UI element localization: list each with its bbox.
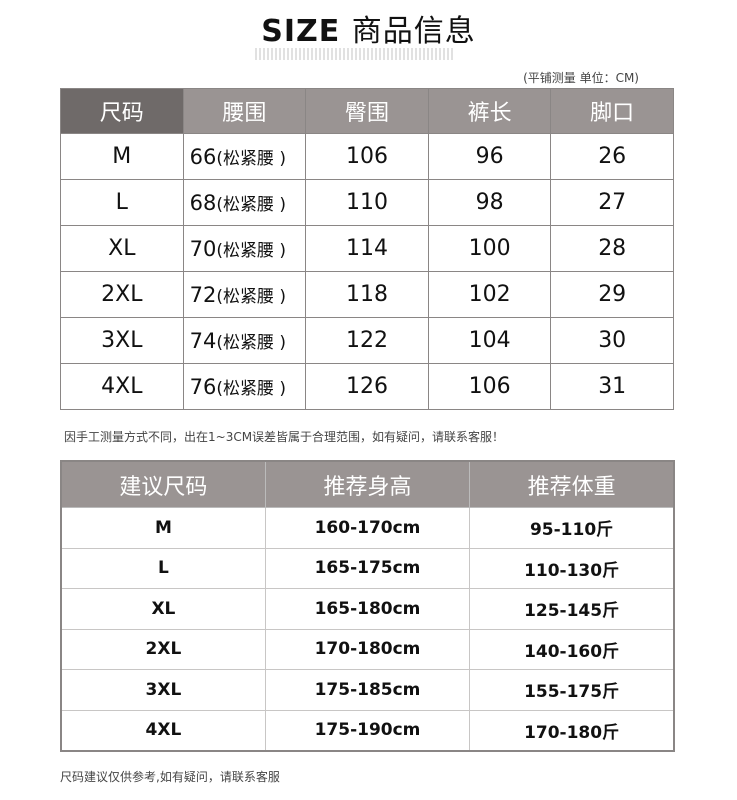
- value-cell: 104: [427, 317, 552, 364]
- table-row: 2XL 170-180cm 140-160斤: [60, 628, 675, 670]
- column-header: 推荐身高: [264, 460, 471, 508]
- waist-note: (松紧腰 ): [216, 195, 286, 215]
- waist-note: (松紧腰 ): [216, 149, 286, 169]
- waist-note: (松紧腰 ): [216, 333, 286, 353]
- value-cell: 3XL: [60, 669, 266, 711]
- value-cell: XL: [60, 588, 266, 630]
- value-cell: 110-130斤: [469, 547, 675, 589]
- waist-cell: 68(松紧腰 ): [182, 179, 307, 226]
- value-cell: L: [60, 547, 266, 589]
- value-cell: 125-145斤: [469, 588, 675, 630]
- value-cell: 114: [305, 225, 429, 272]
- size-cell: XL: [60, 225, 184, 272]
- value-cell: 96: [427, 133, 552, 180]
- page-title: SIZE 商品信息: [0, 6, 737, 50]
- waist-cell: 66(松紧腰 ): [182, 133, 307, 180]
- value-cell: 175-185cm: [264, 669, 471, 711]
- column-header: 推荐体重: [469, 460, 675, 508]
- value-cell: 26: [550, 133, 674, 180]
- waist-value: 70: [189, 237, 217, 261]
- table-row: M 66(松紧腰 ) 106 96 26: [60, 133, 674, 180]
- table-row: XL 70(松紧腰 ) 114 100 28: [60, 225, 674, 272]
- table-row: L 165-175cm 110-130斤: [60, 547, 675, 589]
- waist-note: (松紧腰 ): [216, 241, 286, 261]
- value-cell: 126: [305, 363, 429, 410]
- value-cell: 118: [305, 271, 429, 318]
- waist-value: 66: [189, 145, 217, 169]
- table-row: M 160-170cm 95-110斤: [60, 507, 675, 549]
- table-row: 4XL 175-190cm 170-180斤: [60, 709, 675, 752]
- column-header: 尺码: [60, 88, 184, 134]
- value-cell: 95-110斤: [469, 507, 675, 549]
- value-cell: 2XL: [60, 628, 266, 670]
- value-cell: 160-170cm: [264, 507, 471, 549]
- value-cell: 170-180斤: [469, 709, 675, 752]
- waist-value: 76: [189, 375, 217, 399]
- value-cell: 27: [550, 179, 674, 226]
- table-row: L 68(松紧腰 ) 110 98 27: [60, 179, 674, 226]
- size-cell: 4XL: [60, 363, 184, 410]
- value-cell: 31: [550, 363, 674, 410]
- value-cell: 110: [305, 179, 429, 226]
- waist-value: 74: [189, 329, 217, 353]
- column-header: 腰围: [182, 88, 307, 134]
- waist-cell: 74(松紧腰 ): [182, 317, 307, 364]
- waist-cell: 72(松紧腰 ): [182, 271, 307, 318]
- decorative-text: [255, 48, 455, 60]
- title-en: SIZE: [261, 14, 341, 49]
- measure-note: 因手工测量方式不同，出在1~3CM误差皆属于合理范围，如有疑问，请联系客服！: [64, 430, 505, 444]
- value-cell: 122: [305, 317, 429, 364]
- value-cell: 29: [550, 271, 674, 318]
- value-cell: 100: [427, 225, 552, 272]
- column-header: 臀围: [305, 88, 429, 134]
- value-cell: 155-175斤: [469, 669, 675, 711]
- value-cell: 28: [550, 225, 674, 272]
- value-cell: 170-180cm: [264, 628, 471, 670]
- value-cell: 165-175cm: [264, 547, 471, 589]
- size-cell: 2XL: [60, 271, 184, 318]
- size-table: 尺码 腰围 臀围 裤长 脚口 M 66(松紧腰 ) 106 96 26 L 68(松紧腰 ) 110 98…: [60, 88, 674, 410]
- waist-value: 72: [189, 283, 217, 307]
- unit-note: (平铺测量 单位：CM): [523, 71, 639, 85]
- value-cell: 106: [427, 363, 552, 410]
- value-cell: 165-180cm: [264, 588, 471, 630]
- waist-value: 68: [189, 191, 217, 215]
- recommend-table: 建议尺码 推荐身高 推荐体重 M 160-170cm 95-110斤 L 165-175cm 1…: [60, 460, 675, 752]
- value-cell: 106: [305, 133, 429, 180]
- value-cell: 98: [427, 179, 552, 226]
- size-cell: 3XL: [60, 317, 184, 364]
- size-cell: L: [60, 179, 184, 226]
- size-cell: M: [60, 133, 184, 180]
- column-header: 脚口: [550, 88, 674, 134]
- column-header: 建议尺码: [60, 460, 266, 508]
- footer-note: 尺码建议仅供参考,如有疑问，请联系客服: [60, 770, 280, 784]
- value-cell: 4XL: [60, 709, 266, 752]
- value-cell: 175-190cm: [264, 709, 471, 752]
- waist-cell: 76(松紧腰 ): [182, 363, 307, 410]
- value-cell: 30: [550, 317, 674, 364]
- table-row: 3XL 74(松紧腰 ) 122 104 30: [60, 317, 674, 364]
- title-cn: 商品信息: [351, 14, 476, 49]
- value-cell: 140-160斤: [469, 628, 675, 670]
- waist-cell: 70(松紧腰 ): [182, 225, 307, 272]
- table-row: 3XL 175-185cm 155-175斤: [60, 669, 675, 711]
- waist-note: (松紧腰 ): [216, 379, 286, 399]
- table-row: XL 165-180cm 125-145斤: [60, 588, 675, 630]
- table-row: 2XL 72(松紧腰 ) 118 102 29: [60, 271, 674, 318]
- value-cell: 102: [427, 271, 552, 318]
- value-cell: M: [60, 507, 266, 549]
- column-header: 裤长: [427, 88, 552, 134]
- waist-note: (松紧腰 ): [216, 287, 286, 307]
- table-row: 4XL 76(松紧腰 ) 126 106 31: [60, 363, 674, 410]
